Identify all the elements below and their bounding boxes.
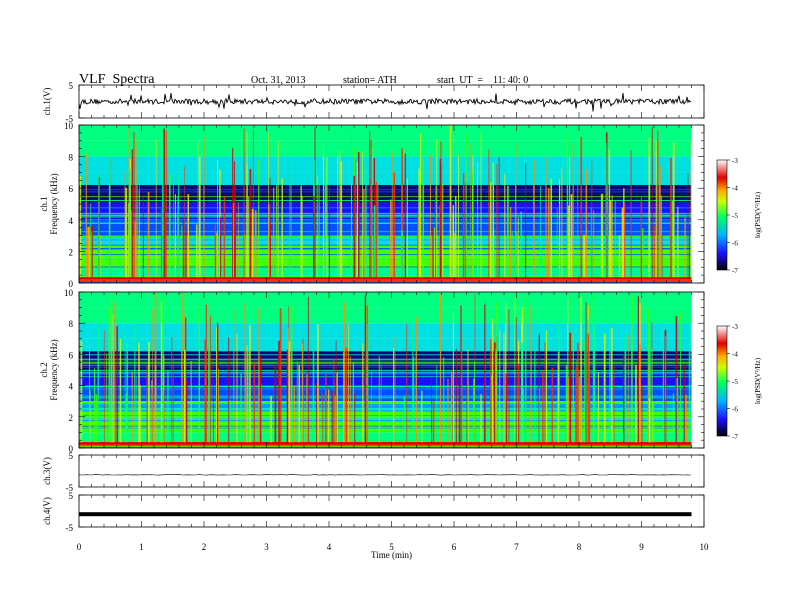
ch1-waveform-ylabel-line: ch.1(V) [42,88,52,116]
ch4-waveform-ylabel-line: ch.4(V) [42,497,52,525]
ch2-spectrogram-ytick-label: 6 [69,350,74,360]
ch1-spectrogram-ytick-label: 10 [64,121,74,131]
ch3-waveform-ylabel-line: ch.3(V) [42,457,52,485]
ch2-spectrogram-ytick-label: 10 [64,288,74,298]
ch2-spectrogram-ytick-label: 0 [69,444,74,454]
ch1-spectrogram-ytick-label: 2 [69,247,74,257]
ch2-spectrogram-band [79,292,692,308]
ch2-spectrogram-colorbar-tick-label: -6 [732,406,738,414]
ch2-spectrogram-colorbar [716,325,728,437]
ch1-spectrogram-band [79,257,692,268]
ch2-spectrogram-colorbar-tick-label: -4 [732,351,738,359]
ch1-spectrogram-ylabel-line: Frequency (kHz) [49,173,59,234]
ch1-spectrogram-colorbar-tick-label: -7 [732,267,738,275]
ch1-waveform-ytick-label: 5 [69,81,74,91]
ch1-spectrogram-colorbar [716,159,728,271]
ch2-spectrogram-ytick-label: 2 [69,413,74,423]
ch2-spectrogram-ylabel: ch.2Frequency (kHz) [39,339,59,400]
x-tick-label: 0 [77,542,82,552]
x-tick-label: 3 [264,542,269,552]
ch2-spectrogram-band [79,401,692,411]
x-tick-label: 5 [389,542,394,552]
ch2-spectrogram-colorbar-tick-label: -5 [732,378,738,386]
ch4-waveform: 5 -5 ch.4(V) [42,491,705,533]
ch4-waveform-trace [79,512,692,517]
ch4-waveform-ylabel: ch.4(V) [42,497,52,525]
ch1-spectrogram-band [79,235,692,246]
ch1-spectrogram: 0 2 4 6 8 10 ch.1Frequency (kHz) -3 -4 -5 -6 -7 log(… [39,121,762,289]
ch1-spectrogram-colorbar-tick-label: -4 [732,185,738,193]
ch1-spectrogram-colorbar-tick-label: -6 [732,240,738,248]
ch3-waveform: 5 -5 ch.3(V) [42,451,705,493]
station-label: station= ATH [343,75,397,86]
x-axis: 0 1 2 3 4 5 6 7 8 9 10 Time (min) [77,542,709,560]
x-tick-label: 7 [514,542,519,552]
x-axis-label: Time (min) [371,550,412,560]
ch4-waveform-ytick-label: -5 [66,523,74,533]
ch1-spectrogram-band [79,245,692,258]
ch2-spectrogram-band [79,307,692,324]
ch3-waveform-ytick-label: -5 [66,483,74,493]
x-tick-label: 8 [577,542,582,552]
ch1-spectrogram-colorbar-tick-label: -3 [732,157,738,165]
ch1-spectrogram-ytick-label: 0 [69,279,74,289]
ch1-spectrogram-ylabel-line: ch.1 [39,196,49,211]
ch1-waveform-ylabel: ch.1(V) [42,88,52,116]
ch1-spectrogram-band [79,156,692,173]
x-tick-label: 1 [139,542,144,552]
ch1-spectrogram-band [79,276,692,283]
ch3-waveform-ylabel: ch.3(V) [42,457,52,485]
ch3-waveform-trace [78,474,692,476]
ch2-spectrogram-band [79,441,692,448]
x-tick-label: 10 [700,542,710,552]
date-label: Oct. 31, 2013 [251,75,306,86]
ch2-spectrogram-ytick-label: 8 [69,319,74,329]
ch2-spectrogram-ylabel-line: Frequency (kHz) [49,339,59,400]
ch1-spectrogram-colorbar-label: log(PSD(V²/Hz) [754,191,762,238]
ch1-waveform-ytick-label: -5 [66,114,74,124]
ch2-spectrogram-ytick-label: 4 [69,382,74,392]
ch2-spectrogram-band [79,385,692,402]
ch3-waveform-ytick-label: 5 [69,451,74,461]
ch2-spectrogram-colorbar-tick-label: -7 [732,433,738,441]
ch2-spectrogram-ylabel-line: ch.2 [39,362,49,377]
ch1-waveform: 5 -5 ch.1(V) [42,81,705,124]
ch2-spectrogram: 0 2 4 6 8 10 ch.2Frequency (kHz) -3 -4 -5 -6 -7 log(… [39,288,762,454]
ch1-waveform-trace [78,93,692,112]
ch1-spectrogram-band [79,140,692,157]
ch1-spectrogram-band [79,125,692,141]
x-tick-label: 4 [327,542,332,552]
x-tick-label: 9 [639,542,644,552]
ch1-spectrogram-band [79,185,692,204]
ch1-spectrogram-ylabel: ch.1Frequency (kHz) [39,173,59,234]
ch2-spectrogram-colorbar-tick-label: -3 [732,323,738,331]
ch2-spectrogram-band [79,323,692,339]
x-tick-label: 2 [202,542,207,552]
plot-title: VLF Spectra [79,72,155,87]
x-tick-label: 6 [452,542,457,552]
ch1-spectrogram-ytick-label: 4 [69,216,74,226]
start-time-label: start UT = 11: 40: 0 [437,75,529,86]
ch1-spectrogram-ytick-label: 8 [69,153,74,163]
ch1-spectrogram-band [79,219,692,236]
ch2-spectrogram-band [79,338,692,352]
ch1-spectrogram-ytick-label: 6 [69,184,74,194]
ch2-spectrogram-band [79,432,692,442]
ch1-spectrogram-band [79,172,692,186]
ch2-spectrogram-band [79,370,692,386]
ch1-spectrogram-colorbar-tick-label: -5 [732,212,738,220]
ch2-spectrogram-band [79,423,692,433]
ch4-waveform-ytick-label: 5 [69,491,74,501]
ch2-spectrogram-colorbar-label: log(PSD(V²/Hz) [754,357,762,404]
